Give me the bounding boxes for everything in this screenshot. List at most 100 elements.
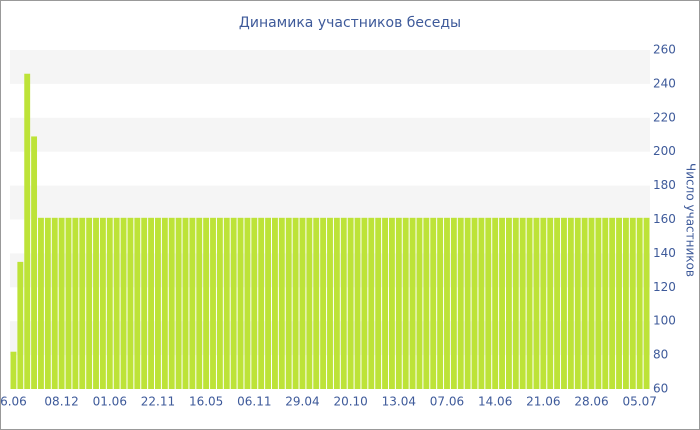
bar	[430, 217, 437, 389]
bar	[382, 217, 388, 389]
y-tick-label: 220	[653, 110, 676, 124]
bar	[602, 217, 609, 389]
bar	[519, 217, 526, 389]
bar	[547, 217, 554, 389]
bar	[526, 217, 533, 389]
bar	[113, 217, 120, 389]
bar	[354, 217, 361, 389]
bar	[437, 217, 444, 389]
bar	[554, 217, 561, 389]
bar	[93, 217, 99, 389]
bar	[58, 217, 65, 389]
bar	[402, 217, 409, 389]
y-tick-label: 60	[653, 382, 668, 396]
bar	[99, 217, 106, 389]
y-tick-label: 80	[653, 348, 668, 362]
bar	[106, 217, 113, 389]
bar	[340, 217, 347, 389]
bar	[629, 217, 636, 389]
bar	[485, 217, 492, 389]
x-tick-label: 16.05	[189, 395, 223, 409]
y-tick-label: 240	[653, 76, 676, 90]
x-tick-label: 21.06	[526, 395, 560, 409]
bar	[512, 217, 519, 389]
bar	[313, 217, 320, 389]
bar	[505, 217, 512, 389]
x-tick-label: 13.04	[382, 395, 416, 409]
chart-title: Динамика участников беседы	[239, 15, 461, 31]
bar	[574, 217, 581, 389]
bar	[423, 217, 430, 389]
y-tick-label: 260	[653, 43, 676, 57]
bar	[595, 217, 602, 389]
bar	[299, 217, 306, 389]
bar	[17, 261, 24, 389]
x-tick-label: 01.06	[93, 395, 127, 409]
bar	[450, 217, 457, 389]
bar	[38, 217, 44, 389]
bar	[292, 217, 299, 389]
x-tick-label: 29.04	[285, 395, 319, 409]
bar	[285, 217, 292, 389]
bar	[464, 217, 471, 389]
bar	[499, 217, 505, 389]
bar	[51, 217, 58, 389]
bar	[24, 73, 31, 389]
y-axis-title: Число участников	[684, 163, 698, 277]
x-tick-label: 05.07	[622, 395, 656, 409]
bar	[609, 217, 616, 389]
y-tick-label: 120	[653, 280, 676, 294]
bar	[457, 217, 464, 389]
bar	[327, 217, 333, 389]
bar	[478, 217, 485, 389]
bar	[616, 217, 622, 389]
grid-band	[10, 185, 650, 220]
bar	[251, 217, 258, 389]
bar	[31, 136, 38, 389]
x-tick-label: 06.11	[237, 395, 271, 409]
bar	[636, 217, 643, 389]
bar	[333, 217, 340, 389]
x-tick-label: 07.06	[430, 395, 464, 409]
y-tick-label: 160	[653, 212, 676, 226]
bar	[182, 217, 189, 389]
bar	[10, 351, 17, 389]
bar	[540, 217, 547, 389]
bar	[395, 217, 402, 389]
bar	[120, 217, 127, 389]
bar	[581, 217, 588, 389]
bar	[409, 217, 416, 389]
x-tick-label: 14.06	[478, 395, 512, 409]
bar	[155, 217, 161, 389]
bar	[567, 217, 574, 389]
bar	[375, 217, 382, 389]
bar	[278, 217, 285, 389]
bar	[258, 217, 265, 389]
bar	[444, 217, 450, 389]
bar	[44, 217, 51, 389]
bar	[643, 217, 650, 389]
bar	[230, 217, 237, 389]
y-tick-label: 100	[653, 314, 676, 328]
bar	[127, 217, 134, 389]
bar	[223, 217, 230, 389]
bar	[492, 217, 499, 389]
bar	[471, 217, 478, 389]
bar	[368, 217, 375, 389]
bar	[86, 217, 93, 389]
grid-band	[10, 117, 650, 152]
bar	[216, 217, 223, 389]
x-tick-label: 08.12	[44, 395, 78, 409]
bar	[175, 217, 182, 389]
bar	[388, 217, 395, 389]
bar	[533, 217, 540, 389]
bar	[65, 217, 72, 389]
x-tick-label: 28.06	[574, 395, 608, 409]
bar	[134, 217, 141, 389]
grid-band	[10, 50, 650, 84]
y-tick-label: 180	[653, 178, 676, 192]
bar	[210, 217, 216, 389]
bar	[272, 217, 278, 389]
x-tick-label: 6.06	[0, 395, 27, 409]
